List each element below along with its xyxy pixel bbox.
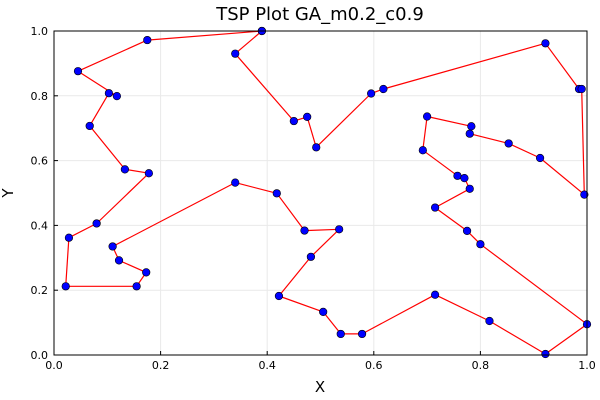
y-tick-label: 0.8 [31,90,49,103]
city-point [120,165,129,174]
city-point [143,35,152,45]
city-point [319,307,328,317]
city-point [504,139,513,148]
city-point [467,122,476,131]
city-point [430,203,440,212]
city-point [580,190,589,199]
city-point [231,178,240,187]
city-point [303,112,312,121]
city-point [423,112,432,121]
y-tick-label: 0.4 [31,219,49,232]
x-tick-label: 1.0 [578,359,596,372]
city-point [465,129,474,138]
y-tick-label: 1.0 [31,25,49,38]
city-point [535,153,545,163]
city-point [92,219,101,228]
city-point [142,268,151,277]
city-point [357,329,367,339]
chart-title: TSP Plot GA_m0.2_c0.9 [215,4,424,25]
city-point [462,226,472,236]
city-point [453,171,462,180]
y-tick-label: 0.0 [31,349,49,362]
city-point [61,282,70,291]
axis-ticks: 0.0 0.2 0.4 0.6 0.8 1.0 0.0 0.2 0.4 0.6 0.8 1.0 [31,25,596,372]
city-point [577,84,586,94]
city-point [64,233,74,242]
x-axis-label: X [315,378,325,396]
city-point [460,173,469,183]
city-point [104,89,113,98]
y-axis-label: Y [0,188,17,199]
city-point [430,290,440,299]
city-point [112,92,121,101]
city-point [379,84,388,94]
city-point [272,189,281,198]
y-tick-label: 0.2 [31,284,49,297]
x-tick-label: 0.0 [45,359,63,372]
city-point [85,121,94,131]
x-tick-label: 0.6 [365,359,383,372]
city-point [312,143,321,152]
city-point [476,240,485,249]
city-points [61,26,592,359]
city-point [335,225,344,234]
city-point [114,256,124,265]
plot-frame [53,30,588,356]
city-point [300,226,309,235]
city-point [306,252,316,261]
city-point [541,39,550,48]
city-point [231,49,240,58]
city-point [132,282,141,291]
city-point [144,169,153,178]
city-point [73,67,83,76]
city-point [108,242,117,251]
city-point [336,329,345,339]
x-tick-label: 0.4 [258,359,276,372]
city-point [465,184,474,193]
city-point [418,146,427,155]
city-point [541,349,550,359]
y-tick-label: 0.6 [31,155,49,168]
city-point [289,116,298,126]
x-tick-label: 0.8 [472,359,490,372]
city-point [485,316,494,326]
city-point [274,291,284,301]
x-tick-label: 0.2 [152,359,170,372]
city-point [367,89,376,98]
